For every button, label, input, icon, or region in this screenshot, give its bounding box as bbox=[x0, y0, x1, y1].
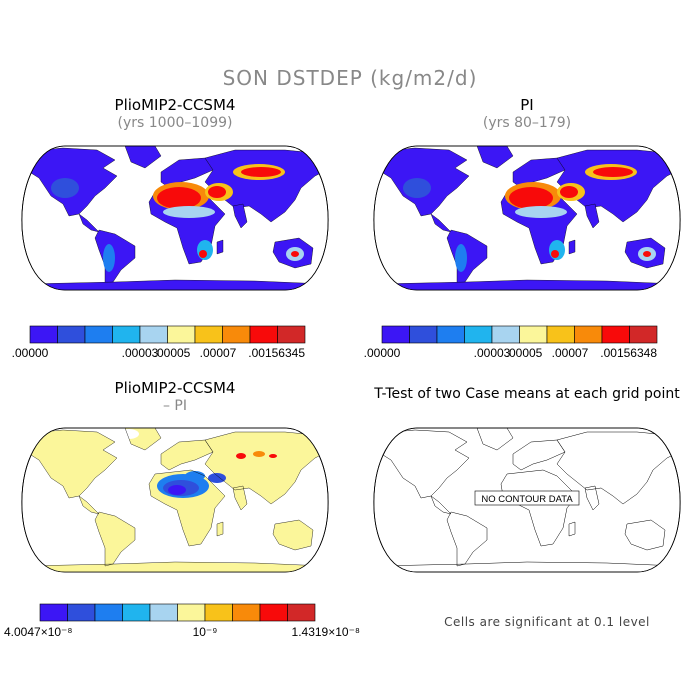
colorbar-swatch bbox=[546, 325, 575, 344]
map-ttest: NO CONTOUR DATA bbox=[373, 427, 681, 573]
panel-title: PlioMIP2-CCSM4 bbox=[115, 96, 236, 114]
colorbar-swatch bbox=[287, 603, 316, 622]
colorbar-label: .00007 bbox=[200, 346, 237, 360]
colorbar-swatch bbox=[232, 603, 261, 622]
dust-high-region bbox=[51, 164, 304, 272]
map-pi bbox=[373, 145, 681, 291]
panel-subtitle: (yrs 80–179) bbox=[483, 115, 571, 131]
colorbar-swatch bbox=[149, 603, 178, 622]
panel-pliomip2: PlioMIP2-CCSM4 (yrs 1000–1099) bbox=[12, 96, 329, 360]
colorbar-swatch bbox=[67, 603, 96, 622]
colorbar-label: 4.0047×10⁻⁸ bbox=[4, 625, 72, 639]
colorbar-swatch bbox=[84, 325, 113, 344]
colorbar-swatch bbox=[112, 325, 141, 344]
map-pliomip2 bbox=[21, 145, 329, 291]
significance-note: Cells are significant at 0.1 level bbox=[444, 615, 650, 629]
colorbar-swatch bbox=[601, 325, 630, 344]
colorbar-swatch bbox=[177, 603, 206, 622]
colorbar-swatch bbox=[194, 325, 223, 344]
colorbar-pi: .00000 .00003 .00005 .00007 .00156348 bbox=[364, 325, 658, 360]
colorbar-swatch bbox=[57, 325, 86, 344]
colorbar-swatch bbox=[259, 603, 288, 622]
colorbar-swatch bbox=[94, 603, 123, 622]
dust-high-region bbox=[403, 164, 656, 272]
colorbar-label: .00003 bbox=[474, 346, 511, 360]
panel-subtitle: (yrs 1000–1099) bbox=[118, 115, 233, 131]
colorbar-label: 1.4319×10⁻⁸ bbox=[292, 625, 360, 639]
panel-title: T-Test of two Case means at each grid po… bbox=[373, 386, 680, 402]
panel-title: PI bbox=[520, 96, 533, 114]
panel-ttest: T-Test of two Case means at each grid po… bbox=[373, 386, 681, 629]
colorbar-swatch bbox=[29, 325, 58, 344]
map-diff bbox=[21, 427, 329, 573]
panel-diff: PlioMIP2-CCSM4 – PI bbox=[4, 379, 360, 639]
colorbar-diff: 4.0047×10⁻⁸ 10⁻⁹ 1.4319×10⁻⁸ bbox=[4, 603, 360, 639]
colorbar-swatch bbox=[277, 325, 306, 344]
diff-negative-region bbox=[157, 471, 226, 498]
colorbar-label: .00000 bbox=[12, 346, 49, 360]
colorbar-swatch bbox=[436, 325, 465, 344]
colorbar-swatch bbox=[519, 325, 548, 344]
colorbar-label: .00005 bbox=[506, 346, 543, 360]
colorbar-label: .00000 bbox=[364, 346, 401, 360]
colorbar-swatch bbox=[204, 603, 233, 622]
colorbar-swatch bbox=[249, 325, 278, 344]
colorbar-label: .00005 bbox=[154, 346, 191, 360]
colorbar-swatch bbox=[381, 325, 410, 344]
colorbar-swatch bbox=[629, 325, 658, 344]
panel-subtitle: – PI bbox=[163, 398, 187, 414]
colorbar-label: 10⁻⁹ bbox=[193, 625, 218, 639]
colorbar-swatch bbox=[409, 325, 438, 344]
colorbar-label: .00003 bbox=[122, 346, 159, 360]
colorbar-swatch bbox=[139, 325, 168, 344]
main-title: SON DSTDEP (kg/m2/d) bbox=[223, 66, 478, 90]
colorbar-pliomip2: .00000 .00003 .00005 .00007 .00156345 bbox=[12, 325, 306, 360]
colorbar-label: .00156348 bbox=[600, 346, 657, 360]
colorbar-swatch bbox=[167, 325, 196, 344]
colorbar-swatch bbox=[464, 325, 493, 344]
no-data-label: NO CONTOUR DATA bbox=[481, 494, 573, 505]
panel-pi: PI (yrs 80–179) bbox=[364, 96, 681, 360]
colorbar-swatch bbox=[491, 325, 520, 344]
colorbar-swatch bbox=[574, 325, 603, 344]
no-data-box bbox=[474, 490, 580, 506]
colorbar-label: .00007 bbox=[552, 346, 589, 360]
panel-title: PlioMIP2-CCSM4 bbox=[115, 379, 236, 397]
diff-positive-region bbox=[119, 429, 277, 459]
colorbar-swatch bbox=[122, 603, 151, 622]
colorbar-label: .00156345 bbox=[248, 346, 305, 360]
colorbar-swatch bbox=[39, 603, 68, 622]
colorbar-swatch bbox=[222, 325, 251, 344]
